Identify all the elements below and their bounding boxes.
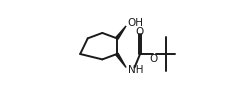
Text: NH: NH [128, 65, 143, 75]
Text: OH: OH [128, 18, 144, 28]
Text: O: O [149, 54, 158, 64]
Polygon shape [116, 53, 126, 68]
Text: O: O [136, 27, 144, 37]
Polygon shape [116, 26, 126, 39]
